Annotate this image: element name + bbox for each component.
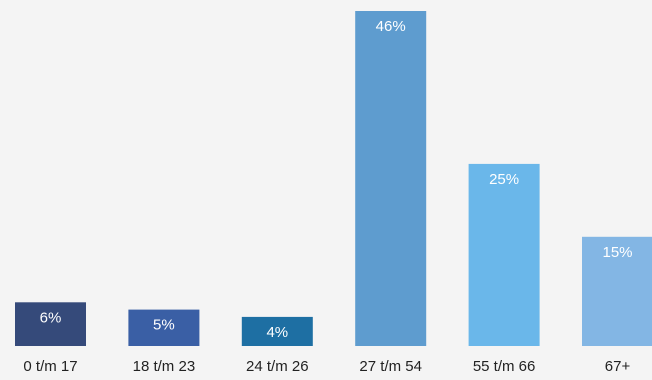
bar-4 [468, 163, 540, 346]
bar-0 [15, 302, 86, 346]
x-tick-label-5: 67+ [605, 358, 631, 375]
x-tick-label-1: 18 t/m 23 [133, 358, 196, 375]
x-tick-label-2: 24 t/m 26 [246, 358, 309, 375]
bar-value-label-4: 25% [489, 171, 519, 188]
bar-value-label-3: 46% [376, 18, 406, 35]
bar-value-label-5: 15% [602, 244, 632, 261]
x-tick-label-4: 55 t/m 66 [473, 358, 536, 375]
x-tick-label-0: 0 t/m 17 [23, 358, 77, 375]
bar-value-label-1: 5% [153, 317, 175, 334]
bar-5 [582, 236, 652, 346]
x-tick-label-3: 27 t/m 54 [359, 358, 422, 375]
bars-group [15, 11, 652, 346]
bar-1 [128, 309, 200, 346]
bar-2 [241, 316, 313, 346]
bar-value-label-0: 6% [40, 309, 62, 326]
bar-value-labels: 6% 5% 4% 46% 25% 15% [40, 18, 633, 341]
x-axis-tick-labels: 0 t/m 17 18 t/m 23 24 t/m 26 27 t/m 54 55 t/… [23, 358, 630, 375]
bar-value-label-2: 4% [266, 324, 288, 341]
bar-3 [355, 11, 427, 346]
